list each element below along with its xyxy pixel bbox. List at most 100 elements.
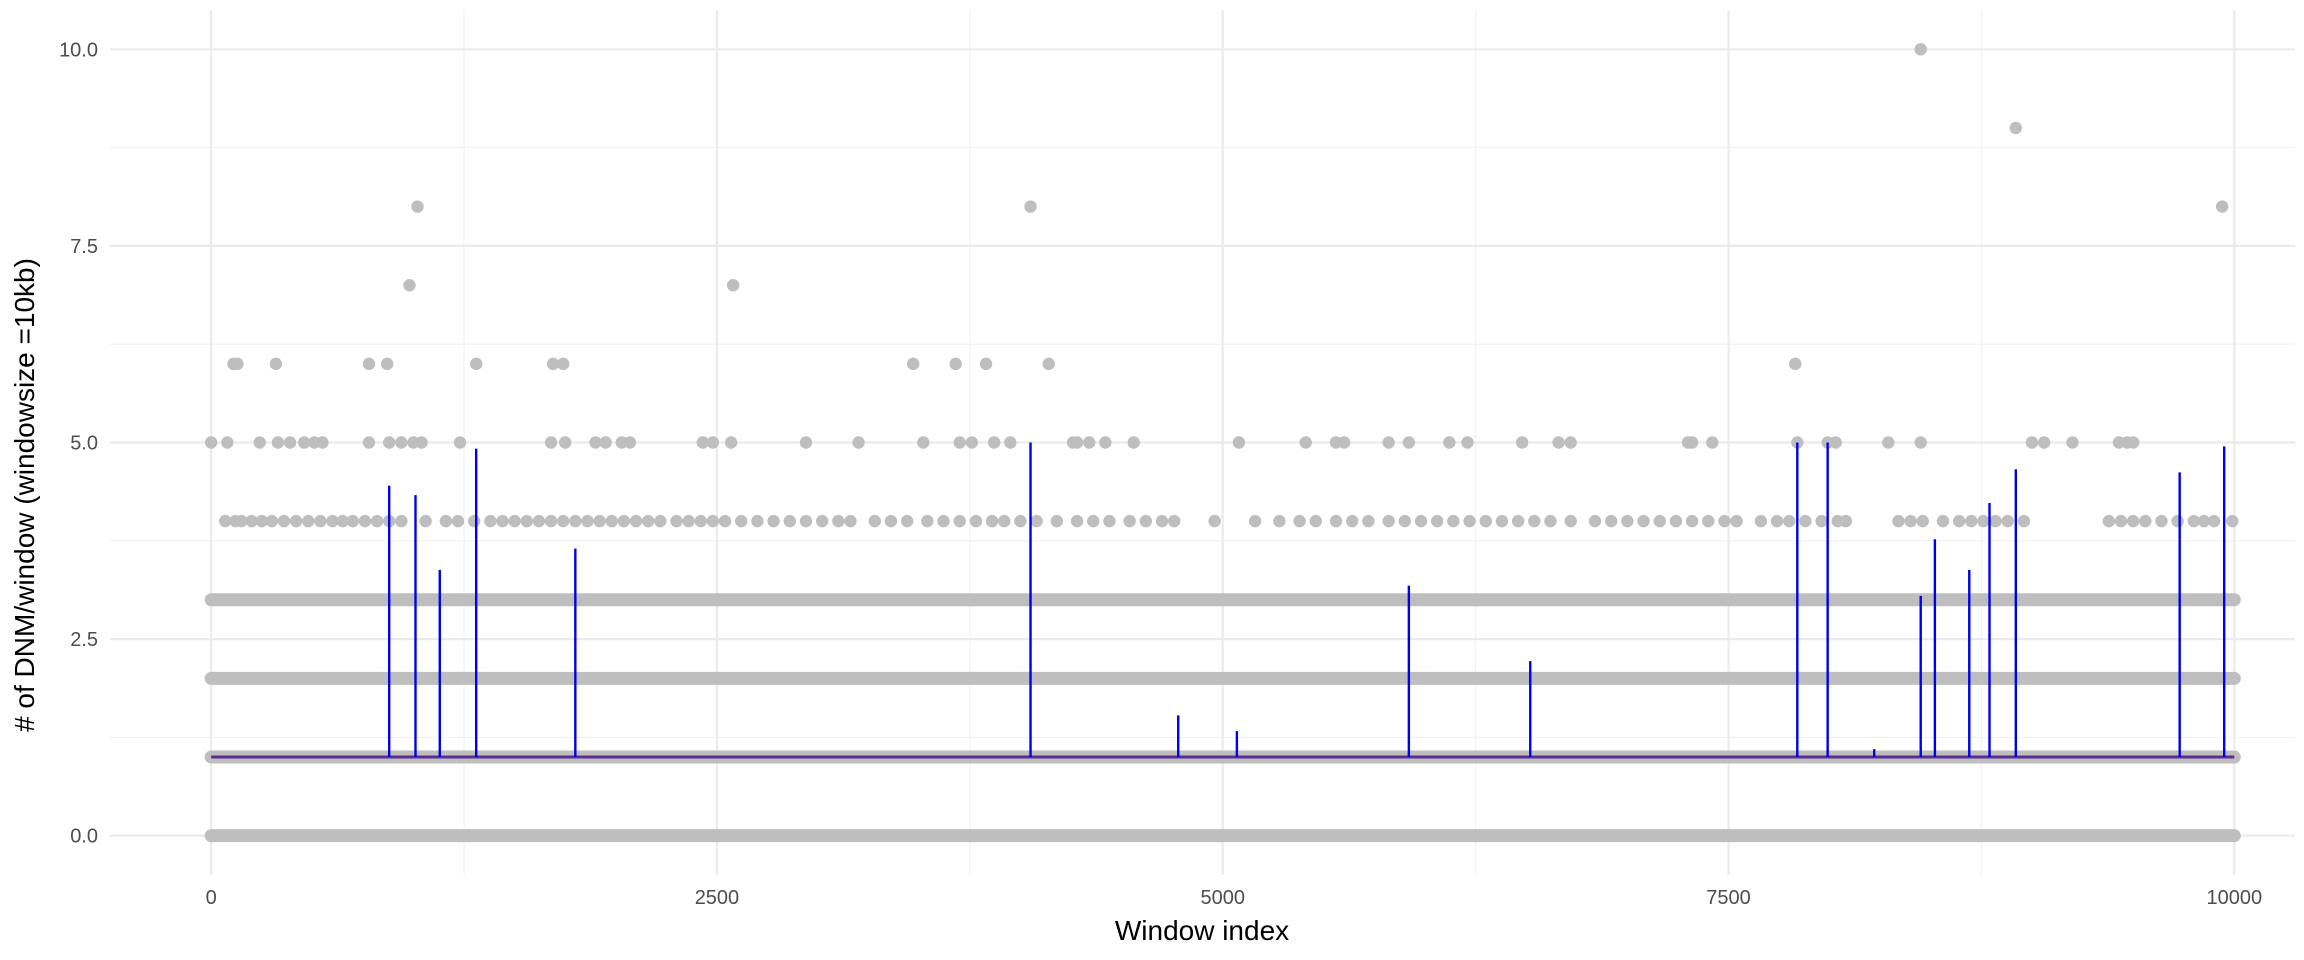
- scatter-points: [204, 43, 2239, 528]
- data-point: [1208, 514, 1221, 528]
- x-tick-label: 5000: [1200, 887, 1245, 909]
- data-point: [1511, 514, 1525, 528]
- data-point: [1248, 514, 1262, 528]
- data-point: [1718, 514, 1731, 528]
- data-point: [682, 514, 695, 528]
- data-point: [706, 514, 720, 528]
- data-point: [1346, 514, 1359, 528]
- data-point: [987, 436, 1001, 449]
- data-point: [439, 514, 453, 528]
- data-point: [1685, 436, 1699, 449]
- data-point: [852, 436, 865, 449]
- data-point: [868, 514, 881, 528]
- data-point: [419, 514, 432, 528]
- data-point: [1463, 514, 1476, 528]
- data-point: [1588, 514, 1602, 528]
- data-point: [1123, 514, 1136, 528]
- data-point: [271, 436, 285, 449]
- data-point: [1127, 436, 1140, 449]
- data-point: [953, 436, 966, 449]
- data-point: [1783, 514, 1796, 528]
- data-point: [403, 279, 416, 292]
- data-point: [1799, 514, 1812, 528]
- data-point: [532, 514, 546, 528]
- data-point: [2114, 514, 2128, 528]
- data-point: [2066, 436, 2079, 449]
- data-point: [314, 514, 327, 528]
- data-point: [670, 514, 683, 528]
- y-axis-ticks: 0.0 2.5 5.0 7.5 10.0: [59, 39, 98, 847]
- data-point: [380, 357, 394, 371]
- data-point: [544, 436, 558, 449]
- data-point: [654, 514, 667, 528]
- data-point: [382, 436, 396, 449]
- data-point: [1099, 436, 1112, 449]
- data-point: [415, 436, 428, 449]
- data-point: [1309, 514, 1322, 528]
- data-point: [1461, 436, 1474, 449]
- data-point: [1770, 514, 1784, 528]
- data-point: [1965, 514, 1978, 528]
- data-point: [1989, 514, 2002, 528]
- data-point: [411, 200, 424, 213]
- data-point: [2155, 514, 2168, 528]
- data-point: [520, 514, 533, 528]
- x-tick-label: 0: [206, 887, 217, 909]
- data-point: [219, 514, 232, 528]
- y-tick-label: 0.0: [70, 826, 98, 848]
- data-point: [1155, 514, 1169, 528]
- data-point: [1167, 514, 1181, 528]
- data-point: [985, 514, 999, 528]
- data-point: [362, 436, 376, 449]
- data-point: [316, 436, 329, 449]
- data-point: [370, 514, 384, 528]
- data-point: [1139, 514, 1153, 528]
- data-point: [544, 514, 558, 528]
- data-point: [815, 514, 829, 528]
- data-point: [395, 436, 408, 449]
- data-point: [726, 279, 740, 292]
- data-point: [283, 436, 297, 449]
- y-tick-label: 5.0: [70, 433, 98, 455]
- data-point: [1362, 514, 1375, 528]
- data-point: [1544, 514, 1557, 528]
- data-point: [629, 514, 643, 528]
- data-point: [2187, 514, 2201, 528]
- data-point: [724, 436, 738, 449]
- data-point: [937, 514, 950, 528]
- data-point: [1014, 514, 1027, 528]
- data-point: [484, 514, 497, 528]
- data-point: [1528, 514, 1541, 528]
- data-point: [221, 436, 234, 449]
- data-point: [253, 436, 266, 449]
- data-point: [581, 514, 594, 528]
- data-point: [1706, 436, 1719, 449]
- data-point: [235, 514, 248, 528]
- data-point: [1232, 436, 1246, 449]
- data-point: [1479, 514, 1492, 528]
- data-point: [2171, 514, 2184, 528]
- data-point: [1637, 514, 1650, 528]
- data-point: [231, 357, 244, 371]
- data-point: [1730, 514, 1743, 528]
- data-point: [1414, 514, 1428, 528]
- data-point: [832, 514, 845, 528]
- data-point: [799, 436, 813, 449]
- y-tick-label: 7.5: [70, 236, 98, 258]
- data-point: [556, 357, 570, 371]
- data-point: [556, 514, 570, 528]
- data-point: [1564, 514, 1577, 528]
- data-point: [2126, 514, 2140, 528]
- data-point: [451, 514, 465, 528]
- data-point: [623, 436, 637, 449]
- data-point: [953, 514, 966, 528]
- x-tick-label: 10000: [2206, 887, 2262, 909]
- data-point: [2207, 514, 2221, 528]
- data-point: [1892, 514, 1905, 528]
- data-point: [1916, 514, 1929, 528]
- data-point: [979, 357, 993, 371]
- data-point: [298, 436, 311, 449]
- data-point: [1070, 436, 1084, 449]
- data-point: [965, 436, 979, 449]
